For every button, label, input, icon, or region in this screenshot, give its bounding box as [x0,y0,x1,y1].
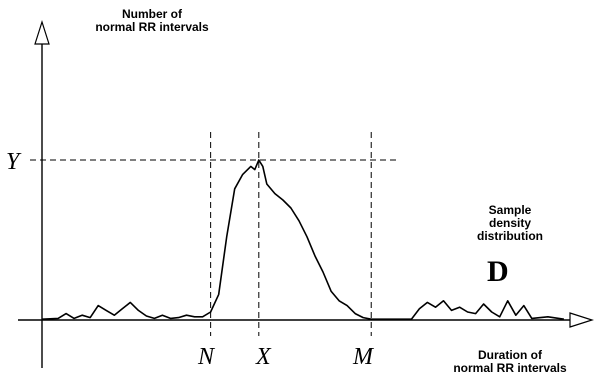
y-axis-arrow [34,20,50,45]
y-axis-title-line-2: normal RR intervals [95,20,209,34]
x-axis-title: Duration of normal RR intervals [430,349,590,375]
density-curve [41,159,565,320]
y-axis-title: Number of normal RR intervals [72,8,232,34]
axes [18,20,594,368]
m-tick-label: M [353,344,373,370]
annotation-line-1: Sample [488,203,532,217]
x-axis-title-line-1: Duration of [478,348,542,362]
x-axis-title-line-2: normal RR intervals [453,361,567,375]
x-axis-arrow [569,312,594,328]
annotation-line-2: density [488,216,531,230]
y-peak-tick-label: Y [6,149,20,175]
x-tick-label: X [256,344,271,370]
guide-lines [30,132,400,336]
annotation-line-3: distribution [477,229,543,243]
n-tick-label: N [198,344,215,370]
distribution-annotation: Sample density distribution [455,204,565,243]
panel-label: D [487,255,509,288]
y-axis-title-line-1: Number of [122,7,182,21]
